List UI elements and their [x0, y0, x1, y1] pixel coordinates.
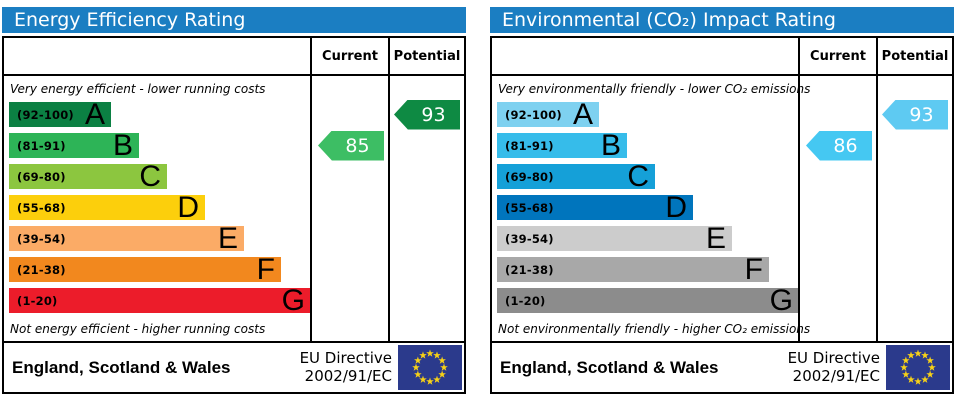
band-letter: D [665, 191, 687, 224]
band-list: (92-100) A (81-91) B (69-80) C (55-68) D [9, 98, 464, 319]
current-rating-value: 85 [345, 134, 370, 157]
top-caption: Very environmentally friendly - lower CO… [498, 82, 811, 96]
eu-directive-line1: EU Directive [299, 348, 392, 367]
band-range-label: (39-54) [505, 231, 554, 246]
band-a: (92-100) A [497, 98, 599, 131]
band-range-label: (55-68) [17, 200, 66, 215]
band-letter: F [744, 253, 763, 286]
potential-rating-value: 93 [909, 103, 934, 126]
band-range-label: (55-68) [505, 200, 554, 215]
eu-directive-label: EU Directive 2002/91/EC [299, 348, 392, 385]
potential-rating-value: 93 [421, 103, 446, 126]
current-rating-arrow: 85 [318, 130, 384, 161]
energy-efficiency-panel: Energy Efficiency Rating Current Potenti… [2, 7, 466, 394]
current-rating-arrow: 86 [806, 130, 872, 161]
band-letter: C [627, 160, 649, 193]
band-range-label: (1-20) [505, 293, 546, 308]
band-e: (39-54) E [497, 222, 732, 255]
table-header-row: Current Potential [4, 38, 464, 74]
current-rating-value: 86 [833, 134, 858, 157]
band-f: (21-38) F [9, 253, 281, 286]
table-header-row: Current Potential [492, 38, 952, 74]
environmental-impact-panel: Environmental (CO₂) Impact Rating Curren… [490, 7, 954, 394]
band-range-label: (69-80) [17, 169, 66, 184]
eu-flag-icon [886, 345, 950, 390]
potential-column-header: Potential [876, 38, 952, 74]
band-letter: B [600, 129, 621, 162]
band-letter: F [256, 253, 275, 286]
bottom-caption: Not energy efficient - higher running co… [10, 322, 266, 336]
band-letter: E [705, 222, 726, 255]
band-range-label: (39-54) [17, 231, 66, 246]
table-footer-row: England, Scotland & Wales EU Directive 2… [492, 341, 952, 392]
band-range-label: (92-100) [505, 107, 562, 122]
band-range-label: (92-100) [17, 107, 74, 122]
band-range-label: (69-80) [505, 169, 554, 184]
current-column-divider [310, 76, 312, 341]
band-letter: G [769, 284, 793, 317]
band-a: (92-100) A [9, 98, 111, 131]
band-letter: B [112, 129, 133, 162]
current-column-header: Current [798, 38, 876, 74]
band-range-label: (81-91) [17, 138, 66, 153]
eu-flag-icon [398, 345, 462, 390]
band-c: (69-80) C [497, 160, 655, 193]
band-list: (92-100) A (81-91) B (69-80) C (55-68) D [497, 98, 952, 319]
band-b: (81-91) B [9, 129, 139, 162]
band-f: (21-38) F [497, 253, 769, 286]
top-caption: Very energy efficient - lower running co… [10, 82, 266, 96]
band-range-label: (21-38) [17, 262, 66, 277]
potential-column-divider [876, 76, 878, 341]
band-range-label: (81-91) [505, 138, 554, 153]
eu-directive-label: EU Directive 2002/91/EC [787, 348, 880, 385]
current-column-header: Current [310, 38, 388, 74]
table-footer-row: England, Scotland & Wales EU Directive 2… [4, 341, 464, 392]
panel-title: Energy Efficiency Rating [2, 7, 466, 33]
band-g: (1-20) G [497, 284, 799, 317]
region-label: England, Scotland & Wales [500, 357, 719, 377]
band-letter: C [139, 160, 161, 193]
eu-directive-line2: 2002/91/EC [304, 366, 392, 385]
potential-column-header: Potential [388, 38, 464, 74]
header-spacer-cell [4, 38, 310, 74]
band-d: (55-68) D [497, 191, 693, 224]
eu-directive-line2: 2002/91/EC [792, 366, 880, 385]
potential-rating-arrow: 93 [394, 99, 460, 130]
band-g: (1-20) G [9, 284, 311, 317]
potential-rating-arrow: 93 [882, 99, 948, 130]
band-e: (39-54) E [9, 222, 244, 255]
rating-table: Current Potential Very energy efficient … [2, 36, 466, 394]
bottom-caption: Not environmentally friendly - higher CO… [498, 322, 811, 336]
band-letter: A [572, 98, 593, 131]
band-letter: G [281, 284, 305, 317]
header-spacer-cell [492, 38, 798, 74]
band-range-label: (1-20) [17, 293, 58, 308]
band-b: (81-91) B [497, 129, 627, 162]
band-letter: A [84, 98, 105, 131]
potential-column-divider [388, 76, 390, 341]
band-c: (69-80) C [9, 160, 167, 193]
rating-chart: Very energy efficient - lower running co… [4, 74, 464, 341]
eu-directive-line1: EU Directive [787, 348, 880, 367]
current-column-divider [798, 76, 800, 341]
region-label: England, Scotland & Wales [12, 357, 231, 377]
band-d: (55-68) D [9, 191, 205, 224]
panel-title: Environmental (CO₂) Impact Rating [490, 7, 954, 33]
band-range-label: (21-38) [505, 262, 554, 277]
rating-chart: Very environmentally friendly - lower CO… [492, 74, 952, 341]
band-letter: D [177, 191, 199, 224]
rating-table: Current Potential Very environmentally f… [490, 36, 954, 394]
band-letter: E [217, 222, 238, 255]
